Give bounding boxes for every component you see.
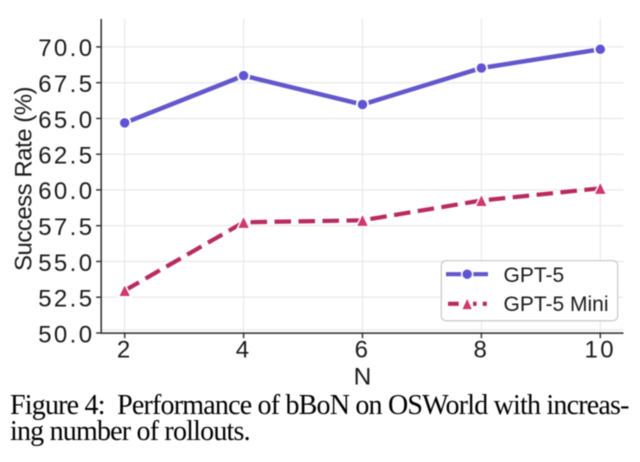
svg-text:70.0: 70.0: [38, 35, 94, 62]
svg-text:60.0: 60.0: [38, 178, 94, 205]
svg-text:6: 6: [355, 337, 371, 364]
svg-text:52.5: 52.5: [38, 286, 94, 313]
svg-text:57.5: 57.5: [38, 214, 94, 241]
svg-text:Success Rate (%): Success Rate (%): [10, 87, 37, 271]
svg-text:67.5: 67.5: [38, 71, 94, 98]
svg-text:55.0: 55.0: [38, 250, 94, 277]
svg-text:GPT-5 Mini: GPT-5 Mini: [504, 293, 609, 316]
svg-text:4: 4: [236, 337, 252, 364]
svg-text:GPT-5: GPT-5: [504, 264, 565, 287]
svg-text:N: N: [354, 363, 372, 390]
svg-text:62.5: 62.5: [38, 143, 94, 170]
svg-text:50.0: 50.0: [38, 321, 94, 348]
svg-text:8: 8: [474, 337, 490, 364]
svg-text:10: 10: [585, 337, 617, 364]
svg-text:2: 2: [117, 337, 133, 364]
svg-text:65.0: 65.0: [38, 107, 94, 134]
